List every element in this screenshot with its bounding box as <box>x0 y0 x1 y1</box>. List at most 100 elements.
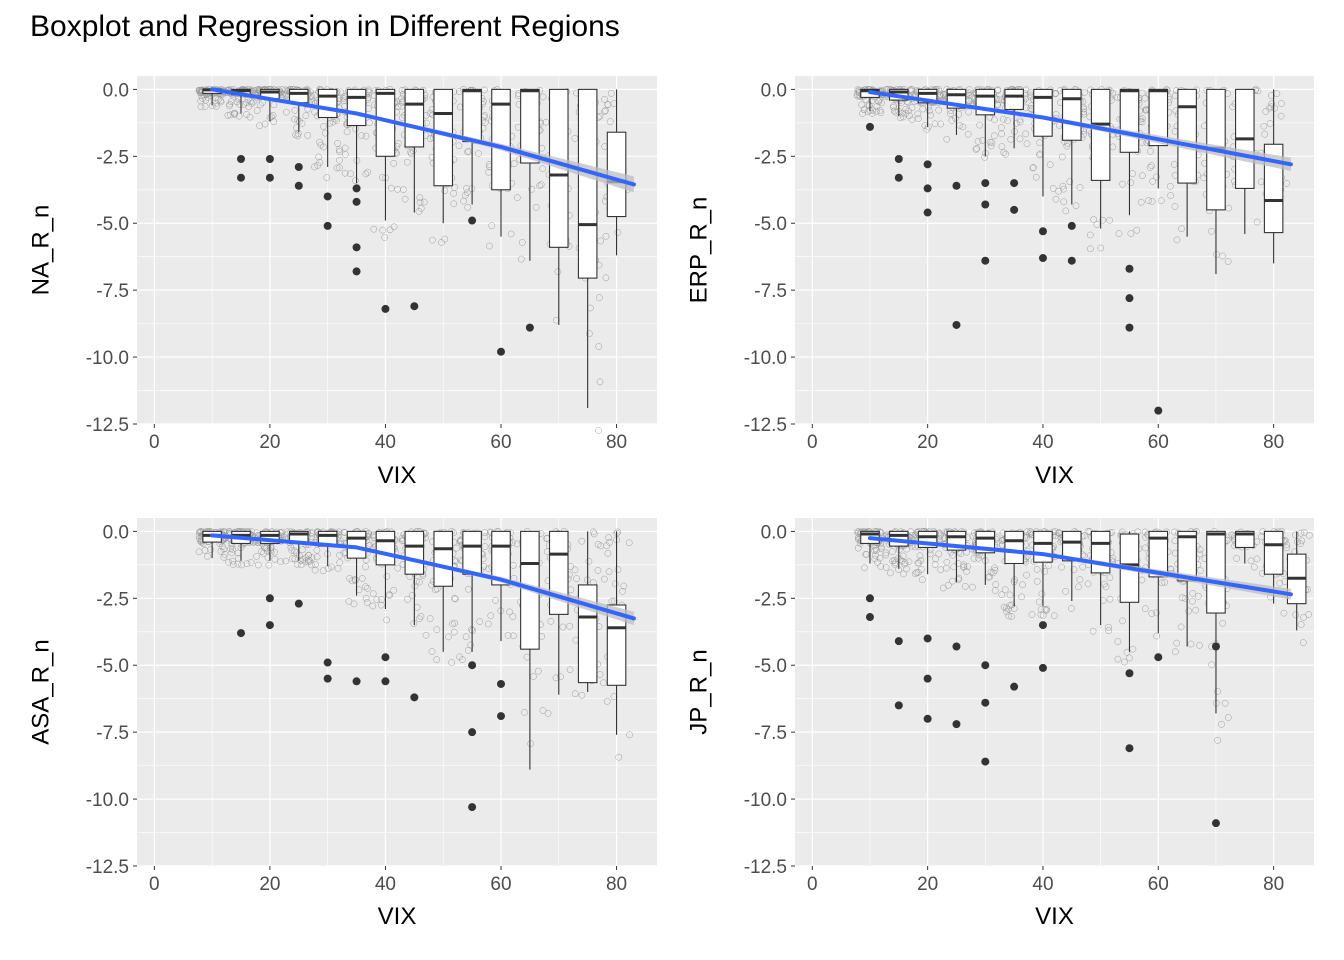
raw-point <box>991 566 999 574</box>
raw-point <box>1062 587 1069 595</box>
raw-point <box>433 656 441 663</box>
raw-point <box>308 554 316 561</box>
outlier-point <box>468 661 477 670</box>
boxplot-65 <box>1177 530 1197 647</box>
raw-point <box>897 114 904 122</box>
boxplot-75 <box>577 88 598 408</box>
raw-point <box>305 552 312 559</box>
outlier-point <box>1038 663 1047 672</box>
box-body <box>317 88 338 119</box>
raw-point <box>976 121 984 129</box>
raw-point <box>537 181 545 189</box>
raw-point <box>925 107 933 115</box>
x-tick-label: 0 <box>807 874 818 895</box>
raw-point <box>416 578 423 586</box>
raw-point <box>1149 178 1157 185</box>
boxplot-70 <box>1206 530 1226 714</box>
raw-point <box>1102 583 1110 591</box>
raw-point <box>1292 611 1300 619</box>
box-body <box>1263 530 1284 575</box>
raw-point <box>510 632 517 640</box>
raw-point <box>370 225 378 233</box>
raw-point <box>213 102 220 110</box>
raw-point <box>355 586 363 594</box>
raw-point <box>604 549 612 557</box>
outlier-point <box>1010 179 1019 188</box>
raw-point <box>294 132 302 140</box>
raw-point <box>554 268 562 276</box>
raw-point <box>1012 119 1020 127</box>
raw-point <box>504 632 512 639</box>
outlier-point <box>981 698 990 707</box>
raw-point <box>246 113 254 121</box>
raw-point <box>943 558 951 566</box>
raw-point <box>1033 566 1041 573</box>
raw-point <box>1280 609 1288 617</box>
raw-point <box>369 590 377 598</box>
y-tick-label: -2.5 <box>754 147 787 168</box>
raw-point <box>426 135 434 142</box>
raw-point <box>227 545 235 553</box>
outlier-point <box>952 320 961 329</box>
regression-line <box>210 533 636 621</box>
raw-point <box>873 107 880 115</box>
raw-point <box>887 569 894 577</box>
raw-point <box>937 120 944 128</box>
raw-point <box>1141 605 1149 613</box>
raw-point <box>527 740 535 748</box>
raw-point <box>362 170 370 178</box>
panel-erp: 0 20 40 60 80 0.0 -2.5 -5.0 -7.5 -10.0 -12.5 VIX ERP… <box>685 76 1314 489</box>
raw-point <box>363 599 371 606</box>
raw-point <box>319 567 327 575</box>
raw-point <box>626 731 633 739</box>
y-tick-label: -2.5 <box>96 589 129 610</box>
y-tick-label: -12.5 <box>744 857 787 878</box>
raw-point <box>908 531 916 539</box>
raw-point <box>877 109 885 117</box>
boxplot-60 <box>1148 88 1169 189</box>
box-body <box>1004 88 1024 111</box>
raw-point <box>234 560 242 568</box>
raw-point <box>462 633 470 641</box>
raw-point <box>379 226 387 234</box>
boxplot-55 <box>462 88 482 205</box>
raw-point <box>1068 605 1075 612</box>
raw-point <box>253 552 260 560</box>
outlier-point <box>923 208 932 217</box>
raw-point <box>1153 173 1160 181</box>
raw-point <box>1052 195 1060 203</box>
outlier-point <box>952 642 961 651</box>
raw-point <box>369 602 377 610</box>
outlier-point <box>1010 682 1019 691</box>
y-tick-label: -10.0 <box>744 790 787 811</box>
raw-point <box>243 560 251 568</box>
x-tick-label: 80 <box>1263 874 1284 895</box>
outlier-point <box>1211 642 1220 651</box>
raw-point <box>539 93 547 101</box>
raw-point <box>282 557 290 565</box>
box-body <box>462 530 482 575</box>
x-tick-label: 20 <box>917 874 938 895</box>
raw-point <box>1254 87 1262 95</box>
outlier-point <box>468 728 477 737</box>
outlier-point <box>952 181 961 190</box>
raw-point <box>1041 568 1049 575</box>
raw-point <box>1084 580 1092 588</box>
raw-point <box>1178 225 1185 233</box>
raw-point <box>271 555 279 563</box>
raw-point <box>916 552 924 560</box>
raw-point <box>1099 216 1107 224</box>
y-tick-label: -5.0 <box>754 214 787 235</box>
outlier-point <box>1067 256 1076 265</box>
raw-point <box>1097 244 1105 252</box>
boxplot-50 <box>1090 88 1111 229</box>
raw-point <box>1026 530 1034 538</box>
raw-point <box>1178 594 1186 602</box>
outlier-point <box>381 653 390 662</box>
raw-point <box>1049 185 1057 192</box>
raw-point <box>935 106 943 114</box>
outlier-point <box>381 677 390 686</box>
raw-point <box>1277 112 1285 120</box>
raw-point <box>991 116 998 124</box>
raw-point <box>1219 619 1227 627</box>
